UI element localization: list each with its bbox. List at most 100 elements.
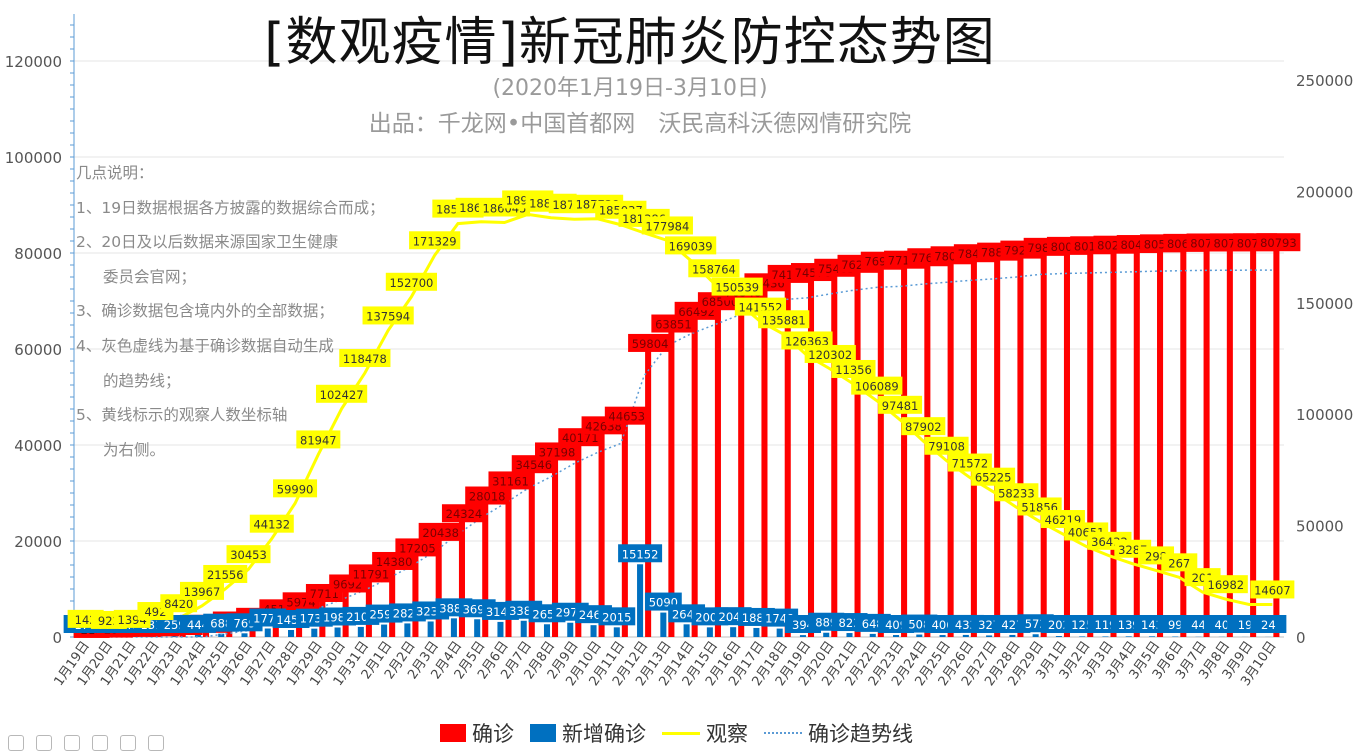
- label-observation: 21556: [207, 568, 244, 582]
- bar-confirmed: [505, 487, 512, 637]
- label-confirmed: 59804: [632, 337, 669, 351]
- label-observation: 14607: [1254, 583, 1291, 597]
- label-observation: 59990: [277, 482, 314, 496]
- bar-new-confirmed: [567, 622, 574, 637]
- bar-confirmed: [1063, 252, 1070, 638]
- annotation-toolbar: [8, 735, 164, 751]
- label-confirmed: 37198: [539, 445, 576, 459]
- label-observation-bg: [994, 483, 1039, 502]
- bar-confirmed: [202, 630, 210, 637]
- bar-confirmed: [645, 349, 652, 637]
- label-observation: 102427: [320, 388, 364, 402]
- bar-confirmed: [1087, 252, 1094, 637]
- bar-new-confirmed: [869, 633, 876, 637]
- bar-new-confirmed: [520, 620, 527, 637]
- legend-swatch-new-confirmed: [530, 724, 556, 742]
- x-tick-labels: 1月19日1月20日1月21日1月22日1月23日1月24日1月25日1月26日…: [51, 639, 1279, 689]
- slide-icon[interactable]: [36, 735, 52, 751]
- bar-new-confirmed: [1032, 634, 1039, 637]
- bar-new-confirmed: [427, 621, 434, 637]
- label-confirmed-bg: [372, 551, 417, 570]
- bar-new-confirmed: [171, 635, 178, 637]
- label-confirmed: 11791: [353, 567, 390, 581]
- label-observation-bg: [851, 376, 903, 395]
- bar-new-confirmed: [706, 627, 713, 637]
- bar-new-confirmed: [1009, 634, 1016, 637]
- bar-confirmed: [621, 422, 628, 637]
- bar-confirmed: [831, 274, 838, 637]
- right-tick-label: 200000: [1296, 183, 1353, 201]
- label-observation-bg: [758, 310, 810, 329]
- bar-new-confirmed: [1055, 636, 1062, 637]
- bar-confirmed: [226, 627, 233, 637]
- right-tick-label: 100000: [1296, 406, 1353, 424]
- pointer-icon[interactable]: [120, 735, 136, 751]
- label-confirmed-bg: [535, 442, 580, 461]
- label-confirmed: 24324: [446, 507, 483, 521]
- label-confirmed: 28018: [469, 490, 506, 504]
- note-line: 3、确诊数据包含境内外的全部数据；: [76, 302, 334, 321]
- bar-new-confirmed: [450, 618, 457, 637]
- bar-new-confirmed: [218, 633, 225, 637]
- label-observation-bg: [711, 277, 763, 296]
- label-observation-bg: [409, 231, 461, 250]
- bar-new-confirmed: [846, 633, 853, 637]
- bar-confirmed: [901, 266, 908, 637]
- bar-confirmed: [784, 280, 791, 637]
- bar-new-confirmed: [753, 627, 760, 637]
- label-observation-bg: [1161, 553, 1198, 572]
- label-confirmed-bg: [488, 471, 533, 490]
- legend-label-trend: 确诊趋势线: [808, 722, 913, 746]
- bar-confirmed: [1040, 253, 1047, 638]
- right-tick-label: 250000: [1296, 72, 1353, 90]
- label-new-confirmed: 15152: [622, 547, 659, 561]
- note-line: 为右侧。: [103, 440, 166, 459]
- camera-icon[interactable]: [148, 735, 164, 751]
- legend-label-confirmed: 确诊: [472, 722, 514, 746]
- eraser-icon[interactable]: [64, 735, 80, 751]
- bar-confirmed: [1157, 250, 1164, 637]
- label-observation-bg: [249, 514, 294, 533]
- pen-icon[interactable]: [8, 735, 24, 751]
- label-confirmed-bg: [395, 538, 440, 557]
- label-new-confirmed: 44: [1191, 618, 1206, 632]
- label-observation: 87902: [905, 420, 942, 434]
- label-confirmed-bg: [1256, 233, 1301, 252]
- label-observation-bg: [296, 430, 341, 449]
- bar-confirmed: [435, 538, 442, 637]
- bar-confirmed: [1203, 249, 1210, 638]
- label-new-confirmed-bg: [1250, 615, 1287, 633]
- bar-new-confirmed: [590, 625, 597, 637]
- chart-title: [数观疫情]新冠肺炎防控态势图: [264, 13, 996, 73]
- note-line: 5、黄线标示的观察人数坐标轴: [76, 406, 288, 425]
- left-tick-label: 20000: [14, 533, 62, 551]
- label-new-confirmed: 99: [1168, 618, 1183, 632]
- label-observation: 16982: [1208, 578, 1245, 592]
- label-observation: 30453: [230, 548, 267, 562]
- bar-new-confirmed: [893, 635, 900, 637]
- bar-new-confirmed: [660, 612, 667, 637]
- bar-new-confirmed: [916, 634, 923, 637]
- bar-confirmed: [575, 444, 582, 637]
- bar-confirmed: [528, 471, 535, 637]
- label-observation-bg: [688, 259, 740, 278]
- label-observation-bg: [1203, 575, 1248, 594]
- highlighter-icon[interactable]: [92, 735, 108, 751]
- bar-confirmed: [412, 554, 419, 637]
- legend-label-new-confirmed: 新增确诊: [562, 722, 646, 746]
- bar-new-confirmed: [474, 619, 481, 637]
- label-observation: 58233: [998, 486, 1035, 500]
- label-observation: 150539: [715, 281, 759, 295]
- bar-confirmed: [970, 260, 977, 637]
- bar-new-confirmed: [241, 633, 248, 637]
- bar-new-confirmed: [311, 628, 318, 637]
- bar-new-confirmed: [1148, 636, 1156, 637]
- note-line: 1、19日数据根据各方披露的数据综合而成；: [76, 198, 385, 217]
- label-observation: 11356: [835, 363, 872, 377]
- bar-confirmed: [691, 317, 698, 637]
- bar-new-confirmed: [381, 624, 388, 637]
- label-observation: 106089: [855, 380, 899, 394]
- bar-new-confirmed: [497, 621, 504, 637]
- bar-confirmed: [1250, 249, 1257, 637]
- label-observation-bg: [203, 564, 248, 583]
